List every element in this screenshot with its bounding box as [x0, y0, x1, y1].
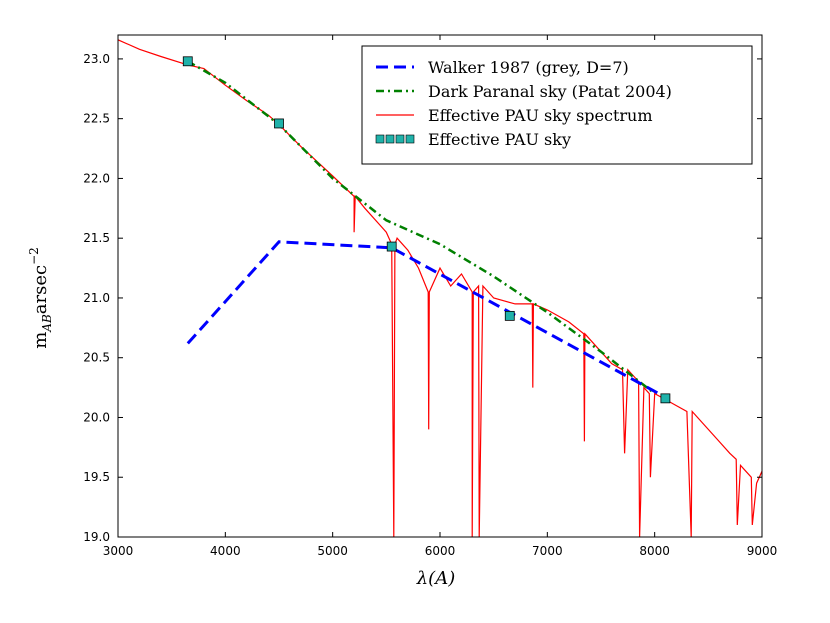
pau-sky-point [504, 310, 515, 321]
x-tick-label: 3000 [103, 544, 134, 558]
y-label-unit: arsec [30, 265, 51, 314]
x-tick-label: 6000 [425, 544, 456, 558]
legend-marker [385, 134, 395, 144]
legend-marker [395, 134, 405, 144]
plot-area [118, 39, 762, 537]
axis-ticks: 3000 4000 5000 6000 7000 8000 9000 19.0 19.5 20.0… [83, 35, 777, 558]
y-label-sub: AB [40, 314, 54, 333]
y-tick-label: 22.5 [83, 112, 110, 126]
x-tick-label: 9000 [747, 544, 778, 558]
legend-box [361, 45, 753, 165]
legend-marker [375, 134, 385, 144]
x-axis-label: λ(A) [416, 568, 455, 589]
x-tick-label: 4000 [210, 544, 241, 558]
pau-sky-point [386, 241, 397, 252]
pau-sky-point [274, 118, 284, 129]
x-tick-label: 5000 [317, 544, 348, 558]
legend-marker [405, 134, 415, 144]
x-tick-label: 8000 [639, 544, 670, 558]
y-tick-label: 20.5 [83, 351, 110, 365]
y-tick-label: 21.0 [83, 291, 110, 305]
x-tick-label: 7000 [532, 544, 563, 558]
legend-label: Effective PAU sky [428, 130, 571, 149]
pau-sky-point [660, 393, 671, 404]
y-label-base: m [30, 332, 51, 349]
y-tick-label: 19.0 [83, 530, 110, 544]
y-tick-label: 21.5 [83, 231, 110, 245]
y-tick-label: 19.5 [83, 470, 110, 484]
y-axis-label: mABarsec−2 [27, 247, 54, 349]
y-tick-label: 20.0 [83, 410, 110, 424]
legend-label: Effective PAU sky spectrum [428, 106, 653, 125]
series-line-0 [186, 240, 667, 399]
legend-label: Walker 1987 (grey, D=7) [428, 58, 629, 77]
legend: Walker 1987 (grey, D=7) Dark Paranal sky … [361, 45, 753, 165]
y-tick-label: 22.0 [83, 171, 110, 185]
legend-label: Dark Paranal sky (Patat 2004) [428, 82, 672, 101]
y-tick-label: 23.0 [83, 52, 110, 66]
series-line-2 [118, 39, 762, 537]
y-label-sup: −2 [27, 247, 41, 265]
series-line-1 [187, 60, 656, 395]
pau-sky-point [182, 56, 193, 67]
